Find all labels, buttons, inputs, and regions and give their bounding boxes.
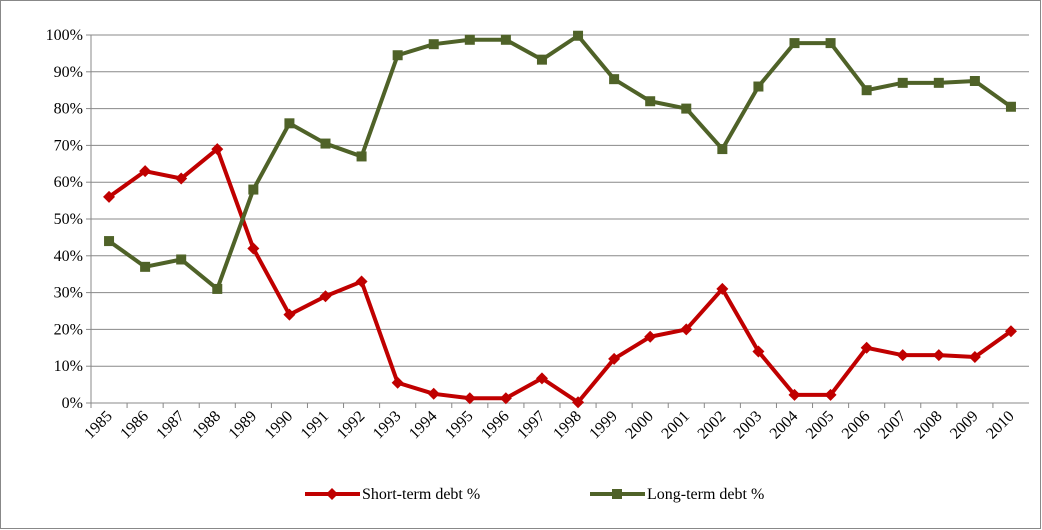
data-point [463, 392, 476, 405]
data-point [140, 261, 151, 272]
y-tick-label: 30% [54, 285, 83, 302]
data-point [609, 74, 620, 85]
data-point [103, 190, 116, 203]
data-line [107, 147, 1013, 405]
y-tick-label: 100% [46, 27, 83, 44]
data-point [211, 143, 224, 156]
data-point [824, 388, 837, 401]
y-tick-label: 50% [54, 211, 83, 228]
data-point [825, 38, 836, 49]
data-point [535, 372, 548, 385]
data-point [1005, 101, 1016, 112]
data-point [969, 76, 980, 86]
legend-label: Short-term debt % [362, 486, 480, 503]
data-point [861, 85, 872, 96]
data-point [968, 351, 981, 363]
data-point [572, 396, 585, 409]
data-point [644, 330, 657, 343]
y-tick-label: 70% [54, 137, 83, 154]
data-point [788, 388, 801, 401]
data-point [320, 138, 331, 149]
data-point [104, 236, 115, 247]
data-point [284, 118, 295, 129]
data-point [176, 254, 187, 265]
data-point [427, 387, 440, 400]
data-point [681, 103, 692, 114]
data-point [356, 151, 367, 162]
data-point [717, 144, 728, 155]
data-point [212, 283, 223, 294]
data-point [716, 282, 729, 295]
data-point [933, 77, 944, 88]
data-point [860, 341, 873, 354]
data-point [932, 349, 945, 362]
data-line [107, 33, 1013, 291]
y-tick-label: 90% [54, 64, 83, 81]
data-point [608, 352, 621, 365]
y-tick-label: 10% [54, 358, 83, 375]
data-point [896, 349, 909, 362]
data-point [752, 345, 765, 358]
data-point [248, 184, 259, 195]
data-point [392, 50, 403, 61]
data-point [391, 376, 404, 389]
data-point [464, 34, 475, 45]
data-point [319, 290, 332, 303]
data-point [645, 96, 656, 107]
data-point [499, 392, 512, 405]
legend-marker [612, 489, 622, 499]
legend-marker [326, 488, 338, 500]
y-tick-label: 80% [54, 101, 83, 118]
data-point [283, 308, 296, 321]
data-point [500, 34, 511, 45]
data-point [573, 30, 584, 41]
y-tick-label: 0% [62, 395, 83, 412]
data-point [247, 242, 260, 255]
y-tick-label: 20% [54, 321, 83, 338]
data-point [753, 81, 764, 92]
data-point [897, 77, 908, 88]
data-point [680, 323, 693, 336]
y-tick-label: 40% [54, 248, 83, 265]
data-point [428, 39, 439, 50]
data-point [1004, 325, 1017, 338]
y-tick-label: 60% [54, 174, 83, 191]
data-point [355, 275, 368, 288]
legend-label: Long-term debt % [647, 486, 764, 503]
data-point [789, 38, 800, 49]
data-point [139, 165, 152, 178]
data-point [175, 172, 188, 185]
data-point [536, 54, 547, 65]
